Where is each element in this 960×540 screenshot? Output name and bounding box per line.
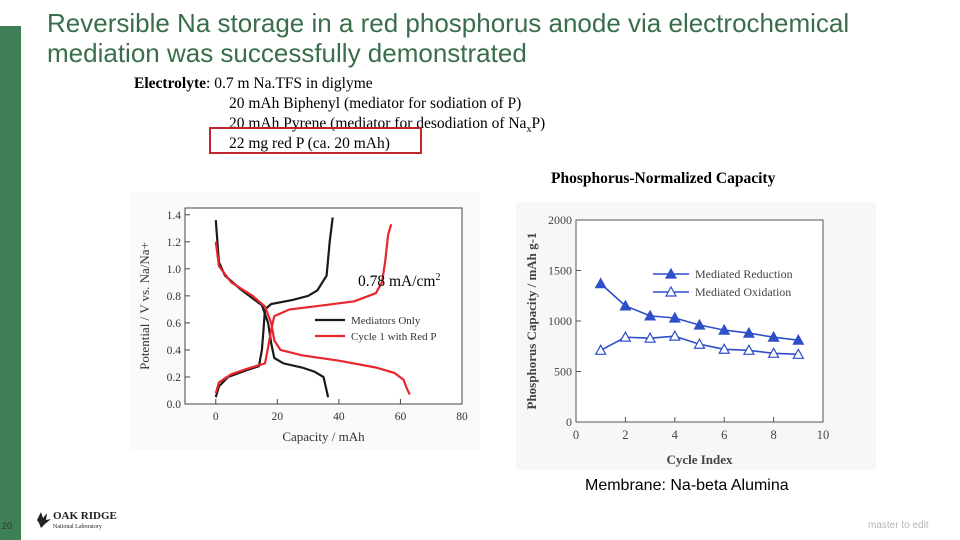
electrolyte-line-1: 0.7 m Na.TFS in diglyme [214,75,373,92]
chart2-point [668,329,681,341]
chart2-point [742,326,755,338]
chart2-point [594,277,607,289]
chart1-ytick-label: 0.4 [167,345,182,357]
chart1-series-line-2 [214,223,393,394]
oak-leaf-icon: OAK RIDGE National Laboratory [37,510,117,530]
chart1-xtick-label: 20 [272,411,284,423]
chart2-xlabel: Cycle Index [666,452,733,467]
current-density-sup: 2 [435,272,441,283]
slide-title: Reversible Na storage in a red phosphoru… [47,8,850,68]
chart1-xlabel: Capacity / mAh [282,429,365,444]
chart2-point [693,337,706,349]
electrolyte-label: Electrolyte [134,75,207,92]
chart1-ytick-label: 0.8 [167,291,182,303]
chart2-legend-marker [664,285,678,297]
chart2-point [668,311,681,323]
chart2-ylabel: Phosphorus Capacity / mAh g-1 [524,233,539,410]
chart1-ylabel: Potential / V vs. Na/Na+ [137,242,152,370]
chart2-legend-marker [664,267,678,279]
chart1-ytick-label: 1.0 [167,264,182,276]
chart1-ytick-label: 0.6 [167,318,182,330]
chart2-point [767,347,780,358]
chart2-xtick-label: 0 [573,428,579,442]
chart1-ytick-label: 0.0 [167,399,182,411]
chart2-point [792,348,805,359]
electrolyte-line-2: 20 mAh Biphenyl (mediator for sodiation … [229,95,522,112]
chart2-point [693,318,706,330]
chart2-point [644,331,657,343]
chart1-ytick-label: 1.4 [167,210,182,222]
chart2-point [742,344,755,355]
chart2-ytick-label: 1500 [548,264,572,278]
footer-text: master to edit [868,520,929,531]
chart1-series-line-2 [214,241,411,395]
current-density-label: 0.78 mA/cm2 [358,272,441,291]
potential-capacity-chart: 0.0 0.2 0.4 0.6 0.8 1.0 1.2 1.4 0 20 40 60 80 Capacit… [130,192,480,450]
cycle-capacity-chart: 0 500 1000 1500 2000 0 2 4 6 8 10 Cycle Index Phosph… [516,202,876,470]
chart2-point [594,344,607,355]
page-number: 20 [2,521,13,531]
chart1-xtick-label: 80 [456,411,468,423]
highlight-box [209,127,422,154]
chart2-xtick-label: 4 [672,428,679,442]
chart1-xtick-label: 60 [395,411,407,423]
chart2-legend-label: Mediated Reduction [695,267,793,281]
chart2-legend-label: Mediated Oxidation [695,285,791,299]
chart2-ytick-label: 2000 [548,213,572,227]
chart1-plot-area: 0.0 0.2 0.4 0.6 0.8 1.0 1.2 1.4 0 20 40 60 80 Capacit… [137,207,468,444]
electrolyte-line-4: 22 mg red P (ca. 20 mAh) [229,135,390,152]
electrolyte-line-3-post: P) [531,115,546,132]
logo-line-2: National Laboratory [53,524,102,530]
chart2-xtick-label: 10 [817,428,830,442]
chart1-ytick-label: 0.2 [167,372,182,384]
chart2-ytick-label: 500 [554,365,572,379]
accent-sidebar-bar [0,26,21,540]
chart2-point [792,333,805,345]
chart2-xtick-label: 6 [721,428,727,442]
chart2-point [644,309,657,321]
chart2-ytick-label: 1000 [548,314,572,328]
chart1-ytick-label: 1.2 [167,237,182,249]
electrolyte-sep: : [206,75,211,92]
chart2-xtick-label: 2 [622,428,628,442]
chart1-legend-label: Cycle 1 with Red P [351,331,437,343]
membrane-label: Membrane: Na-beta Alumina [585,477,789,494]
chart2-xtick-label: 8 [770,428,776,442]
chart1-legend-label: Mediators Only [351,315,421,327]
chart2-ytick-label: 0 [566,415,572,429]
chart1-xtick-label: 0 [213,411,219,423]
chart2-point [718,343,731,354]
oak-ridge-logo: OAK RIDGE National Laboratory [33,508,123,537]
chart2-point [619,330,632,342]
electrolyte-line-3-sub: x [526,124,532,136]
current-density-value: 0.78 mA/cm [358,273,436,291]
chart2-point [619,299,632,311]
chart1-xtick-label: 40 [333,411,345,423]
chart2-point [718,323,731,335]
logo-line-1: OAK RIDGE [53,510,117,522]
chart2-point [767,330,780,342]
phosphorus-normalized-caption: Phosphorus-Normalized Capacity [551,170,776,187]
chart2-plot-area: 0 500 1000 1500 2000 0 2 4 6 8 10 Cycle Index Phosph… [524,213,829,467]
